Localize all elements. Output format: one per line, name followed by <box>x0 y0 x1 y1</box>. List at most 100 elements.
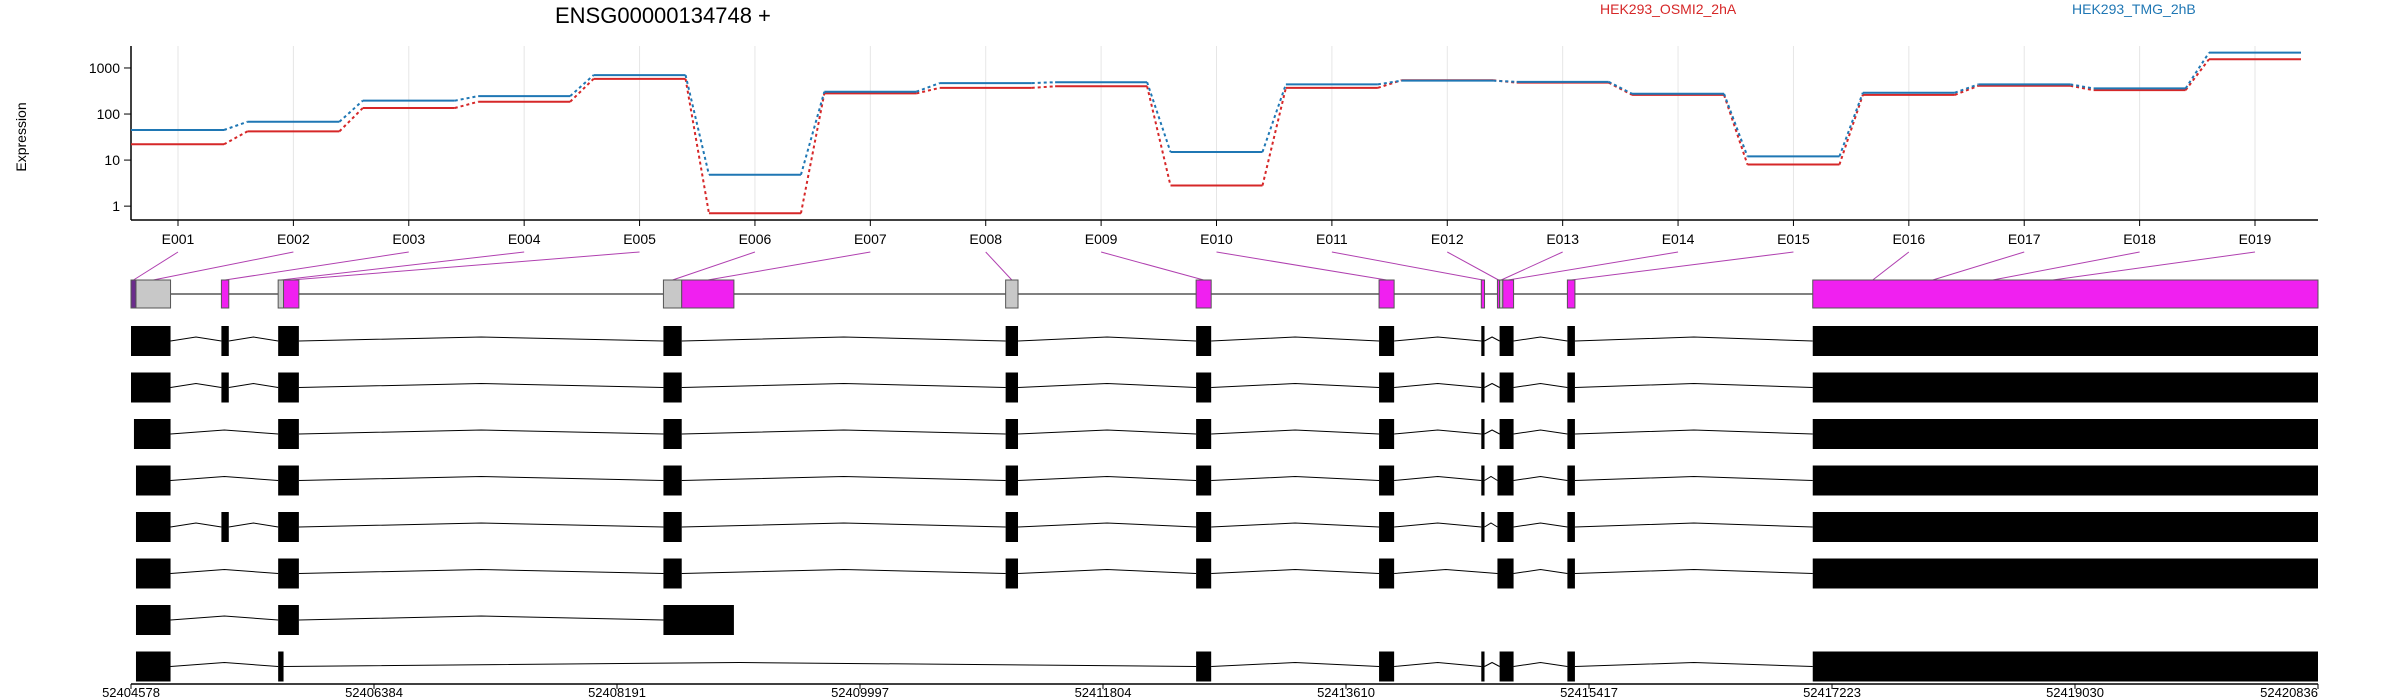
transcript-exon <box>1567 512 1575 542</box>
transcript-exon <box>1497 558 1514 589</box>
transcript-exon <box>1196 651 1212 682</box>
transcript-exon <box>1812 372 2318 403</box>
intron-line <box>1017 568 1197 574</box>
exon-bin <box>1005 279 1019 309</box>
series-connector <box>223 120 248 131</box>
exon-bin <box>662 279 683 309</box>
bin-connector <box>225 251 409 281</box>
intron-line <box>1513 661 1568 667</box>
intron-line <box>1513 568 1568 574</box>
chart-title: ENSG00000134748 + <box>555 3 771 28</box>
intron-line <box>1484 382 1500 388</box>
bin-connector <box>672 251 756 281</box>
intron-line <box>1484 429 1500 435</box>
intron-line <box>1394 475 1482 481</box>
transcript-exon <box>1379 372 1395 403</box>
intron-line <box>1211 522 1380 528</box>
transcript-exon <box>1481 465 1485 496</box>
intron-line <box>1513 522 1568 528</box>
transcript-exon <box>1499 372 1514 403</box>
exon-bin <box>1480 279 1486 309</box>
series-connector <box>1493 79 1517 83</box>
bin-connector <box>985 251 1013 281</box>
transcript-exon <box>1812 651 2318 682</box>
intron-line <box>1017 336 1197 342</box>
series-connector <box>1261 84 1287 153</box>
transcript-exon <box>1005 372 1019 403</box>
intron-line <box>1574 661 1813 667</box>
intron-line <box>298 475 664 481</box>
intron-line <box>170 568 279 574</box>
bin-connector <box>153 251 294 281</box>
transcript-exon <box>278 512 299 542</box>
transcript-exon <box>135 605 171 635</box>
exon-bins-track <box>130 279 2319 309</box>
intron-line <box>681 568 1006 574</box>
transcript-exon <box>1005 558 1019 589</box>
series-connector <box>799 93 826 214</box>
x-tick-label: E005 <box>623 231 656 247</box>
intron-line <box>283 661 1197 667</box>
bin-connector <box>1872 251 1910 281</box>
bin-connector <box>1500 251 1563 281</box>
bin-connector <box>280 251 525 281</box>
series-connector <box>1723 93 1749 157</box>
series-connector <box>2070 83 2094 90</box>
transcript-models <box>131 326 2318 682</box>
transcript-exon <box>1497 465 1514 496</box>
exon-bin <box>1195 279 1212 309</box>
transcript-exon <box>663 326 682 356</box>
intron-line <box>1211 475 1380 481</box>
bin-connector <box>2052 251 2256 281</box>
intron-line <box>228 382 279 388</box>
intron-line <box>170 475 279 481</box>
bin-connector <box>1508 251 1679 281</box>
exon-bin <box>1378 279 1395 309</box>
exon-bin <box>220 279 230 309</box>
exon-bin <box>277 279 285 309</box>
series-lines <box>131 51 2301 215</box>
series-connector <box>223 130 248 146</box>
intron-line <box>1513 336 1568 342</box>
transcript-exon <box>135 558 171 589</box>
intron-line <box>1574 336 1813 342</box>
x-tick-label: E008 <box>969 231 1002 247</box>
transcript-exon <box>278 651 284 682</box>
series-connector <box>1146 81 1172 153</box>
genomic-tick-label: 52417223 <box>1803 685 1861 700</box>
transcript-exon <box>1499 651 1514 682</box>
intron-line <box>1394 382 1482 388</box>
x-tick-label: E009 <box>1085 231 1118 247</box>
genomic-tick-label: 52404578 <box>102 685 160 700</box>
transcript-exon <box>1379 651 1395 682</box>
bin-connector <box>1331 251 1484 281</box>
series-connector <box>454 100 479 109</box>
transcript-exon <box>278 558 299 589</box>
x-tick-label: E003 <box>392 231 425 247</box>
transcript-exon <box>1812 512 2318 542</box>
transcript-exon <box>1812 465 2318 496</box>
intron-line <box>681 382 1006 388</box>
transcript-exon <box>1567 651 1575 682</box>
transcript-exon <box>278 465 299 496</box>
intron-line <box>298 429 664 435</box>
exon-bin <box>681 279 735 309</box>
legend-series-2: HEK293_TMG_2hB <box>2072 1 2196 17</box>
transcript-exon <box>131 326 171 356</box>
intron-line <box>298 615 664 621</box>
transcript-exon <box>135 512 171 542</box>
transcript-exon <box>1196 558 1212 589</box>
transcript-exon <box>1196 465 1212 496</box>
intron-line <box>1211 661 1380 667</box>
intron-line <box>1484 661 1500 667</box>
genomic-tick-label: 52420836 <box>2260 685 2318 700</box>
series-connector <box>454 95 479 102</box>
transcript-exon <box>1481 651 1485 682</box>
x-tick-label: E010 <box>1200 231 1233 247</box>
transcript-exon <box>133 419 171 449</box>
y-tick-label: 10 <box>104 152 120 168</box>
bin-connector <box>1100 251 1204 281</box>
exon-bin <box>283 279 300 309</box>
transcript-exon <box>1005 512 1019 542</box>
